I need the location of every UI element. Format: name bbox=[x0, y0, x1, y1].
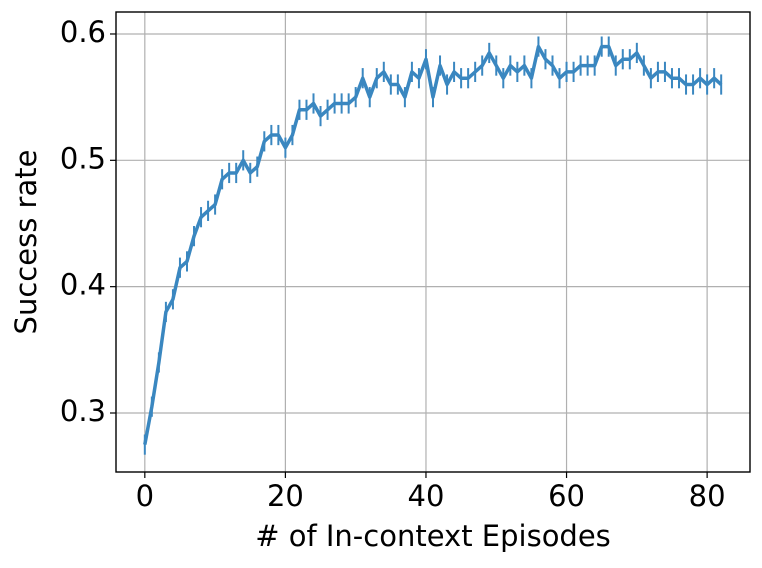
y-axis-label: Success rate bbox=[9, 150, 43, 335]
plot-frame bbox=[115, 11, 751, 473]
data-line bbox=[143, 44, 723, 445]
y-tick-label: 0.3 bbox=[60, 394, 106, 428]
y-tick-label: 0.6 bbox=[60, 15, 106, 49]
x-tick-label: 20 bbox=[267, 479, 304, 513]
x-tick-label: 80 bbox=[689, 479, 726, 513]
x-axis-label: # of In-context Episodes bbox=[255, 519, 611, 553]
x-tick-label: 40 bbox=[408, 479, 445, 513]
y-tick-label: 0.5 bbox=[60, 141, 106, 175]
x-tick-label: 60 bbox=[548, 479, 585, 513]
x-tick-label: 0 bbox=[136, 479, 154, 513]
y-tick-label: 0.4 bbox=[60, 268, 106, 302]
